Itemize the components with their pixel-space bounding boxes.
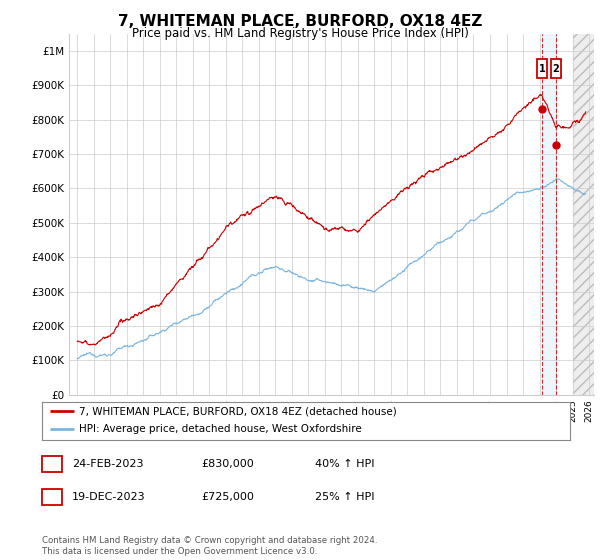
FancyBboxPatch shape	[538, 59, 547, 78]
Text: 7, WHITEMAN PLACE, BURFORD, OX18 4EZ (detached house): 7, WHITEMAN PLACE, BURFORD, OX18 4EZ (de…	[79, 406, 397, 416]
FancyBboxPatch shape	[551, 59, 560, 78]
Text: £830,000: £830,000	[201, 459, 254, 469]
Text: 1: 1	[539, 64, 545, 74]
Text: 1: 1	[48, 459, 56, 469]
Text: Price paid vs. HM Land Registry's House Price Index (HPI): Price paid vs. HM Land Registry's House …	[131, 27, 469, 40]
Text: 2: 2	[553, 64, 559, 74]
Bar	[572, 34, 594, 395]
Text: HPI: Average price, detached house, West Oxfordshire: HPI: Average price, detached house, West…	[79, 424, 362, 434]
Text: £725,000: £725,000	[201, 492, 254, 502]
Bar	[572, 34, 594, 395]
Text: 25% ↑ HPI: 25% ↑ HPI	[315, 492, 374, 502]
Bar	[542, 34, 556, 395]
Text: Contains HM Land Registry data © Crown copyright and database right 2024.
This d: Contains HM Land Registry data © Crown c…	[42, 536, 377, 556]
Text: 7, WHITEMAN PLACE, BURFORD, OX18 4EZ: 7, WHITEMAN PLACE, BURFORD, OX18 4EZ	[118, 14, 482, 29]
Text: 24-FEB-2023: 24-FEB-2023	[72, 459, 143, 469]
Text: 40% ↑ HPI: 40% ↑ HPI	[315, 459, 374, 469]
Text: 19-DEC-2023: 19-DEC-2023	[72, 492, 146, 502]
Text: 2: 2	[48, 492, 56, 502]
